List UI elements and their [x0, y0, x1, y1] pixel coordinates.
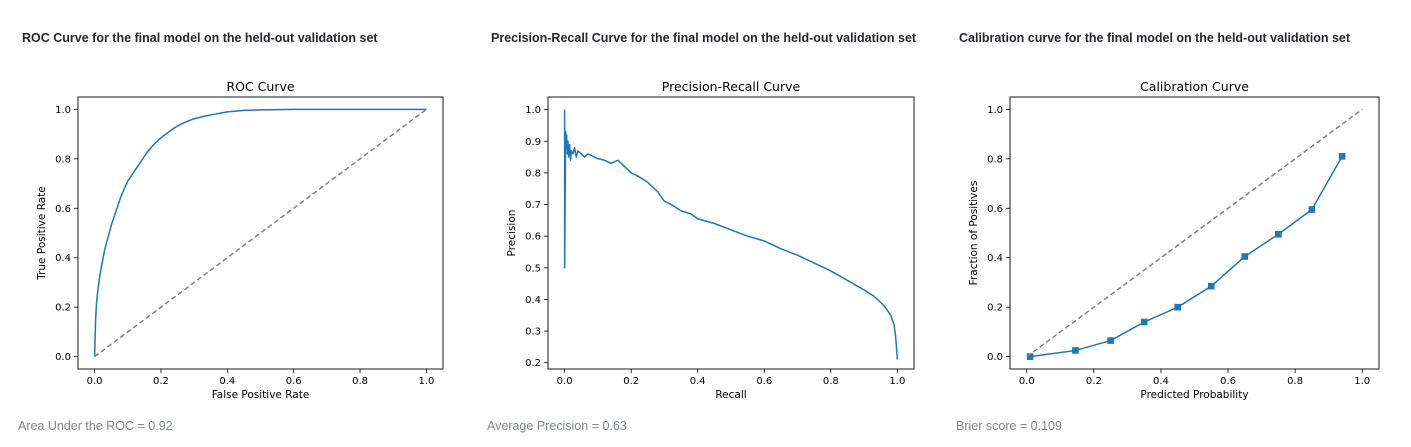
average-precision-caption: Average Precision = 0.63	[487, 419, 627, 433]
chart-1-ylabel: Precision	[506, 210, 518, 257]
chart-0-xtick-label: 0.6	[286, 376, 302, 387]
chart-2-marker	[1338, 153, 1346, 160]
pr-chart: Precision-Recall Curve 0.0 0.2 0.4 0.6 0.8 1.0…	[506, 79, 915, 401]
chart-2-ytick-label: 0.8	[987, 154, 1003, 165]
chart-0-ytick-label: 0.2	[55, 303, 71, 314]
chart-1-axes-frame	[547, 96, 915, 370]
chart-1-title: Precision-Recall Curve	[662, 79, 801, 94]
chart-1-ytick-label: 0.2	[525, 358, 541, 369]
chart-0-ylabel: True Positive Rate	[36, 186, 48, 281]
chart-2-ylabel: Fraction of Positives	[968, 181, 980, 286]
chart-1-ytick-label: 0.4	[525, 295, 541, 306]
chart-2-ytick-label: 0.6	[987, 204, 1003, 215]
chart-2-ytick-label: 1.0	[987, 105, 1003, 116]
chart-0-xtick-label: 0.2	[153, 376, 169, 387]
chart-0-xtick-label: 0.0	[87, 376, 103, 387]
chart-1-xlabel: Recall	[715, 389, 746, 401]
chart-0-ytick-label: 0.8	[55, 154, 71, 165]
chart-1-xtick-label: 1.0	[889, 376, 905, 387]
chart-2-marker	[1140, 318, 1148, 326]
chart-2-ytick-label: 0.0	[987, 352, 1003, 363]
chart-1-xtick-label: 0.2	[623, 376, 639, 387]
chart-2-marker	[1241, 253, 1249, 260]
chart-1-ytick-label: 0.9	[525, 137, 541, 148]
chart-1-ytick-label: 0.3	[525, 327, 541, 338]
chart-2-ytick-label: 0.4	[987, 253, 1003, 264]
chart-2-axes-frame	[1009, 96, 1380, 370]
chart-2-xtick-label: 1.0	[1354, 376, 1370, 387]
roc-auc-caption: Area Under the ROC = 0.92	[18, 419, 173, 433]
chart-2-xlabel: Predicted Probability	[1140, 389, 1248, 401]
chart-2-reference-line	[1026, 108, 1363, 358]
chart-2-marker	[1207, 282, 1215, 290]
chart-0-ytick-label: 0.4	[55, 253, 71, 264]
chart-2-xtick-label: 0.4	[1153, 376, 1169, 387]
chart-2-marker	[1275, 230, 1282, 238]
roc-chart: ROC Curve 0.0 0.2 0.4 0.6 0.8 1.0 0.0 0.2 0.4 0.6 0…	[36, 79, 444, 401]
chart-1-xtick-label: 0.8	[823, 376, 839, 387]
chart-2-title: Calibration Curve	[1140, 79, 1249, 94]
chart-1-series-line	[563, 109, 899, 360]
chart-0-ytick-label: 0.6	[55, 204, 71, 215]
chart-1-ytick-label: 0.7	[525, 200, 541, 211]
chart-0-xlabel: False Positive Rate	[212, 389, 310, 401]
chart-2-marker	[1072, 347, 1079, 354]
chart-2-xtick-label: 0.8	[1287, 376, 1303, 387]
chart-2-series-line	[1030, 155, 1343, 358]
calibration-panel-heading: Calibration curve for the final model on…	[959, 31, 1351, 45]
chart-2-marker	[1107, 337, 1114, 344]
calibration-panel: Calibration curve for the final model on…	[956, 0, 1411, 447]
chart-2-ytick-label: 0.2	[987, 303, 1003, 314]
chart-0-xtick-label: 0.4	[219, 376, 235, 387]
chart-1-xtick-label: 0.6	[756, 376, 772, 387]
chart-0-title: ROC Curve	[226, 79, 294, 94]
chart-0-reference-line	[94, 108, 427, 358]
chart-1-ytick-label: 0.8	[525, 168, 541, 179]
chart-0-ytick-label: 1.0	[55, 105, 71, 116]
calibration-chart: Calibration Curve 0.0 0.2 0.4 0.6 0.8 1.0 0.0 0.…	[968, 79, 1380, 401]
chart-0-ytick-label: 0.0	[55, 352, 71, 363]
brier-score-caption: Brier score = 0.109	[956, 419, 1062, 433]
roc-panel: ROC Curve for the final model on the hel…	[18, 0, 490, 447]
chart-0-series-line	[93, 108, 427, 357]
roc-panel-heading: ROC Curve for the final model on the hel…	[22, 31, 378, 45]
chart-2-marker	[1174, 303, 1182, 311]
chart-1-ytick-label: 0.6	[525, 232, 541, 243]
chart-0-xtick-label: 0.8	[352, 376, 368, 387]
chart-1-xtick-label: 0.0	[557, 376, 573, 387]
chart-0-xtick-label: 1.0	[418, 376, 434, 387]
chart-1-ytick-label: 0.5	[525, 263, 541, 274]
chart-2-marker	[1308, 206, 1316, 213]
chart-2-marker	[1026, 353, 1034, 360]
pr-panel-heading: Precision-Recall Curve for the final mod…	[491, 31, 917, 45]
chart-1-ytick-label: 1.0	[525, 105, 541, 116]
chart-2-xtick-label: 0.0	[1019, 376, 1035, 387]
chart-2-xtick-label: 0.6	[1220, 376, 1236, 387]
chart-1-xtick-label: 0.4	[690, 376, 706, 387]
pr-panel: Precision-Recall Curve for the final mod…	[487, 0, 959, 447]
chart-2-xtick-label: 0.2	[1086, 376, 1102, 387]
chart-0-axes-frame	[77, 96, 444, 370]
